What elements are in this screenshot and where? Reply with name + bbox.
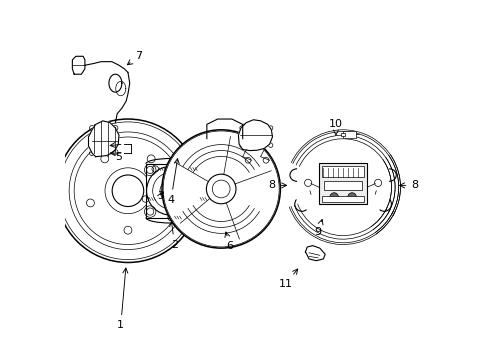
Circle shape (329, 193, 338, 201)
Text: 9: 9 (314, 220, 323, 237)
Bar (321, 166, 364, 177)
Text: 2: 2 (169, 221, 178, 249)
Text: 8: 8 (399, 180, 418, 190)
Circle shape (162, 130, 280, 248)
Bar (343, 131, 355, 138)
Text: 7: 7 (127, 51, 142, 65)
Polygon shape (238, 120, 272, 150)
Text: 10: 10 (328, 120, 342, 135)
Bar (318, 163, 366, 204)
Bar (340, 132, 344, 136)
Text: 8: 8 (267, 180, 286, 190)
Bar (324, 181, 361, 190)
Text: 5: 5 (115, 152, 122, 162)
Circle shape (146, 166, 195, 215)
Text: 3: 3 (157, 191, 163, 201)
Text: 1: 1 (117, 268, 128, 330)
Circle shape (347, 193, 356, 201)
Text: 6: 6 (224, 232, 233, 251)
Polygon shape (72, 56, 85, 74)
Polygon shape (88, 121, 119, 157)
Bar (321, 196, 364, 202)
Text: 11: 11 (278, 269, 297, 289)
Text: 4: 4 (167, 159, 179, 205)
Bar (145, 164, 196, 218)
Polygon shape (305, 246, 325, 261)
